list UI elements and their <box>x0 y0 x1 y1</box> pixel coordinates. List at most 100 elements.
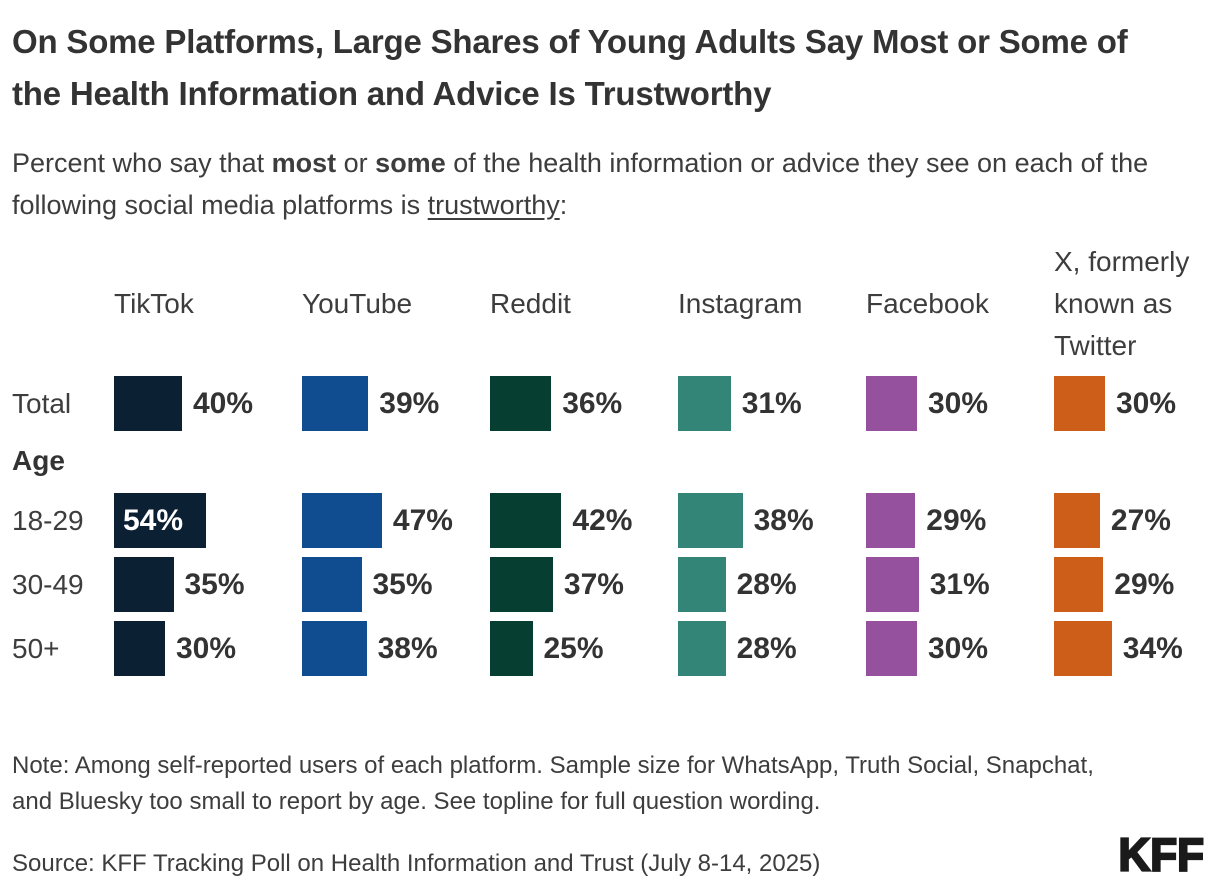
chart-rows: Total 40% 39% 36% 31% 30% 30% Age 18-29 54% 47% 42%… <box>12 376 1208 676</box>
age-group-heading: Age <box>12 445 65 476</box>
value-label: 42% <box>572 503 633 537</box>
row-label-total: Total <box>12 387 72 419</box>
bar-facebook-50 <box>866 621 917 676</box>
platform-header-row: TikTok YouTube Reddit Instagram Facebook X, f… <box>12 240 1208 368</box>
value-label: 47% <box>392 503 453 537</box>
platform-header-tiktok: TikTok <box>114 288 194 319</box>
bar-tiktok-30-49 <box>114 557 174 612</box>
value-label: 31% <box>929 567 990 601</box>
trust-bar-chart: TikTok YouTube Reddit Instagram Facebook X, f… <box>12 240 1208 676</box>
bar-cell-facebook-18-29: 29% <box>866 493 1054 548</box>
value-label: 36% <box>562 386 623 420</box>
subtitle-segment: : <box>559 190 568 220</box>
subtitle-segment: Percent who say that <box>12 148 272 178</box>
bar-cell-facebook-30-49: 31% <box>866 557 1054 612</box>
value-label: 30% <box>928 631 989 665</box>
value-label: 27% <box>1110 503 1171 537</box>
bar-facebook-18-29 <box>866 493 916 548</box>
value-label: 29% <box>926 503 987 537</box>
bar-cell-instagram-18-29: 38% <box>678 493 866 548</box>
bar-cell-youtube-total: 39% <box>302 376 490 431</box>
value-label: 28% <box>736 631 797 665</box>
chart-row-total: Total 40% 39% 36% 31% 30% 30% <box>12 376 1208 431</box>
subtitle-segment: some <box>375 148 446 178</box>
bar-cell-tiktok-30-49: 35% <box>114 557 302 612</box>
bar-cell-instagram-30-49: 28% <box>678 557 866 612</box>
kff-chart-page: On Some Platforms, Large Shares of Young… <box>12 16 1208 878</box>
footer-bottom-row: Source: KFF Tracking Poll on Health Info… <box>12 828 1208 878</box>
bar-facebook-total <box>866 376 917 431</box>
bar-cell-facebook-50: 30% <box>866 621 1054 676</box>
chart-note: Note: Among self-reported users of each … <box>12 752 1094 815</box>
bar-x-formerly-known-as-twitter-total <box>1054 376 1105 431</box>
chart-row-18-29: 18-29 54% 47% 42% 38% 29% 27% <box>12 493 1208 548</box>
row-label-50: 50+ <box>12 632 60 664</box>
subtitle-segment: most <box>271 148 337 178</box>
value-label: 37% <box>563 567 624 601</box>
bar-facebook-30-49 <box>866 557 919 612</box>
subtitle-segment: trustworthy <box>427 190 560 220</box>
bar-cell-x-formerly-known-as-twitter-30-49: 29% <box>1054 557 1220 612</box>
bar-youtube-total <box>302 376 369 431</box>
bar-tiktok-50 <box>114 621 165 676</box>
value-label: 35% <box>372 567 433 601</box>
bar-youtube-30-49 <box>302 557 362 612</box>
value-label: 29% <box>1114 567 1175 601</box>
bar-cell-tiktok-total: 40% <box>114 376 302 431</box>
bar-x-formerly-known-as-twitter-18-29 <box>1054 493 1100 548</box>
subtitle-segment: or <box>336 148 376 178</box>
row-label-18-29: 18-29 <box>12 504 84 536</box>
bar-cell-instagram-50: 28% <box>678 621 866 676</box>
value-label: 30% <box>928 386 989 420</box>
bar-cell-youtube-18-29: 47% <box>302 493 490 548</box>
bar-reddit-total <box>490 376 552 431</box>
bar-cell-tiktok-50: 30% <box>114 621 302 676</box>
bar-cell-x-formerly-known-as-twitter-total: 30% <box>1054 376 1220 431</box>
value-label: 25% <box>543 631 604 665</box>
bar-reddit-30-49 <box>490 557 553 612</box>
chart-title: On Some Platforms, Large Shares of Young… <box>12 23 1128 112</box>
value-label: 34% <box>1122 631 1183 665</box>
row-label-30-49: 30-49 <box>12 568 84 600</box>
platform-header-instagram: Instagram <box>678 288 803 319</box>
value-label: 30% <box>176 631 237 665</box>
bar-cell-x-formerly-known-as-twitter-18-29: 27% <box>1054 493 1220 548</box>
bar-cell-tiktok-18-29: 54% <box>114 493 302 548</box>
bar-cell-reddit-30-49: 37% <box>490 557 678 612</box>
bar-cell-reddit-50: 25% <box>490 621 678 676</box>
value-label: 35% <box>184 567 245 601</box>
platform-header-youtube: YouTube <box>302 288 413 319</box>
bar-instagram-30-49 <box>678 557 726 612</box>
chart-subtitle: Percent who say that most or some of the… <box>12 142 1182 226</box>
value-label: 54% <box>123 503 184 537</box>
bar-cell-reddit-18-29: 42% <box>490 493 678 548</box>
platform-header-reddit: Reddit <box>490 288 571 319</box>
platform-header-facebook: Facebook <box>866 288 989 319</box>
bar-reddit-50 <box>490 621 533 676</box>
platform-header-x-formerly-known-as-twitter: X, formerly known as Twitter <box>1054 246 1190 361</box>
bar-reddit-18-29 <box>490 493 562 548</box>
bar-instagram-18-29 <box>678 493 743 548</box>
value-label: 39% <box>379 386 440 420</box>
subtitle-segment: of the health information or advice they… <box>12 148 1149 220</box>
chart-row-30-49: 30-49 35% 35% 37% 28% 31% 29% <box>12 557 1208 612</box>
bar-instagram-total <box>678 376 731 431</box>
bar-cell-x-formerly-known-as-twitter-50: 34% <box>1054 621 1220 676</box>
bar-youtube-50 <box>302 621 367 676</box>
value-label: 40% <box>193 386 254 420</box>
chart-source: Source: KFF Tracking Poll on Health Info… <box>12 850 821 877</box>
bar-x-formerly-known-as-twitter-30-49 <box>1054 557 1104 612</box>
bar-instagram-50 <box>678 621 726 676</box>
bar-cell-facebook-total: 30% <box>866 376 1054 431</box>
value-label: 38% <box>377 631 438 665</box>
kff-logo: KFF <box>1117 828 1205 878</box>
bar-tiktok-18-29: 54% <box>114 493 206 548</box>
value-label: 31% <box>741 386 802 420</box>
bar-cell-youtube-30-49: 35% <box>302 557 490 612</box>
bar-cell-instagram-total: 31% <box>678 376 866 431</box>
bar-cell-reddit-total: 36% <box>490 376 678 431</box>
value-label: 28% <box>736 567 797 601</box>
bar-tiktok-total <box>114 376 182 431</box>
chart-footer: Note: Among self-reported users of each … <box>12 748 1208 878</box>
value-label: 38% <box>753 503 814 537</box>
